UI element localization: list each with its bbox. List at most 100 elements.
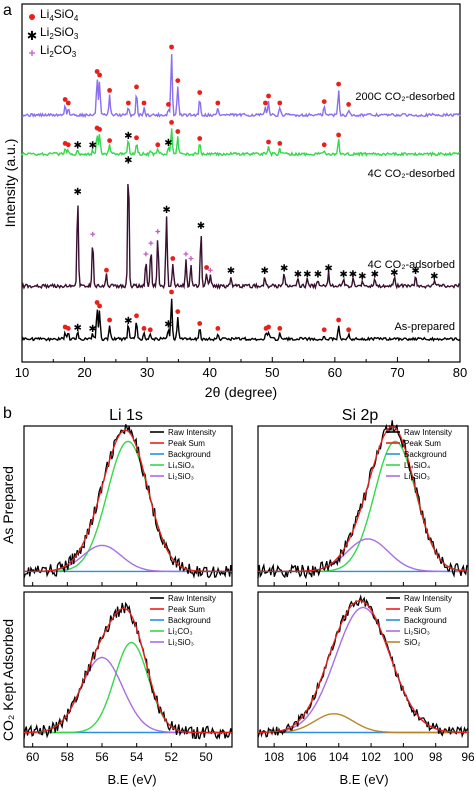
li4sio4-marker	[166, 102, 171, 107]
xps-component	[24, 440, 232, 573]
trace-label-4c-adsorbed: 4C CO₂-adsorbed	[368, 259, 455, 271]
li2sio3-marker: ✱	[390, 268, 398, 279]
xtick-label: 20	[77, 365, 91, 380]
li4sio4-marker	[266, 93, 271, 99]
li2sio3-marker: ✱	[324, 263, 332, 274]
li2sio3-marker: ✱	[197, 221, 205, 232]
xps-component	[24, 656, 232, 734]
panel-a-xlabel: 2θ (degree)	[205, 384, 277, 400]
trace-label-as-prepared: As-prepared	[394, 321, 455, 333]
xtick-label: 70	[390, 365, 404, 380]
xtick-label: 30	[140, 365, 154, 380]
li4sio4-marker	[141, 100, 147, 106]
li4sio4-marker	[29, 14, 35, 20]
xps-legend-label: Li₄SiO₄	[168, 461, 194, 470]
li4sio4-marker	[266, 139, 271, 145]
xps-raw-intensity	[23, 601, 233, 740]
panel-a-ylabel: Intensity (a.u.)	[2, 139, 18, 228]
xtick-label: 50	[265, 365, 279, 380]
xps-si2p-co2-adsorbed: 108 106 104 102 100 98 96 Raw Intensity Peak Sum…	[257, 591, 474, 764]
li2sio3-marker: ✱	[358, 271, 366, 282]
xps-legend-label: Li₄SiO₄	[404, 461, 430, 470]
li4sio4-marker	[65, 326, 71, 331]
xps-tick-label: 60	[26, 750, 40, 764]
xps-tick-label: 104	[329, 750, 349, 764]
xps-tick-label: 54	[130, 750, 144, 764]
legend-text-part: Li	[40, 25, 49, 39]
li4sio4-marker	[277, 326, 283, 331]
xps-tick-label: 58	[61, 750, 75, 764]
li4sio4-marker	[321, 142, 327, 148]
li4sio4-marker	[197, 136, 203, 141]
legend-label: Li4SiO4	[40, 7, 79, 23]
panel-b-label: b	[3, 405, 12, 422]
li2sio3-marker: ✱	[411, 266, 419, 277]
xps-legend-label: Background	[168, 616, 211, 625]
xps-tick-label: 98	[429, 750, 443, 764]
xps-legend-label: Raw Intensity	[404, 594, 452, 603]
xps-tick-label: 100	[393, 750, 413, 764]
xps-component	[258, 713, 468, 734]
col-title-si2p: Si 2p	[342, 407, 379, 424]
li4sio4-marker	[346, 102, 352, 107]
li4sio4-marker	[65, 142, 71, 148]
xps-legend-label: Raw Intensity	[404, 428, 452, 437]
li2sio3-marker: ✱	[124, 155, 132, 166]
li2sio3-marker: ✱	[227, 266, 235, 277]
li4sio4-marker	[277, 100, 283, 106]
li4sio4-marker	[94, 300, 100, 305]
panel-a-label: a	[3, 2, 12, 19]
xrd-trace	[21, 298, 461, 342]
li2sio3-marker: ✱	[294, 270, 302, 281]
li2sio3-marker: ✱	[303, 270, 311, 281]
xps-si2p-as-prepared: Raw Intensity Peak Sum Background Li₄SiO₄ Li…	[257, 420, 469, 587]
xrd-trace	[21, 183, 461, 290]
li4sio4-marker	[94, 69, 100, 74]
li4sio4-marker	[170, 256, 176, 261]
li4sio4-marker	[107, 138, 112, 144]
li4sio4-marker	[169, 120, 174, 125]
li4sio4-marker	[97, 303, 102, 309]
li4sio4-marker	[321, 99, 327, 104]
legend-text-part: 4	[49, 14, 54, 23]
xps-legend-label: SiO₂	[404, 638, 420, 647]
li4sio4-marker	[169, 289, 174, 295]
li4sio4-marker	[169, 44, 174, 50]
xtick-label: 40	[202, 365, 216, 380]
xps-tick-label: 108	[264, 750, 284, 764]
legend-text-part: 2	[49, 50, 54, 59]
legend-text-part: SiO	[54, 25, 74, 39]
li4sio4-marker	[147, 327, 153, 333]
li2sio3-marker: ✱	[73, 141, 81, 152]
li2sio3-marker: ✱	[261, 266, 269, 277]
legend-text-part: 3	[72, 50, 77, 59]
li4sio4-marker	[175, 129, 181, 134]
xps-tick-label: 56	[95, 750, 109, 764]
li4sio4-marker	[65, 100, 71, 106]
li4sio4-marker	[215, 326, 221, 331]
li2sio3-marker: ✱	[164, 138, 172, 149]
li4sio4-marker	[197, 321, 203, 326]
legend-label: Li2SiO3	[40, 25, 79, 41]
li4sio4-marker	[321, 327, 327, 333]
li4sio4-marker	[175, 309, 181, 314]
xps-legend-label: Peak Sum	[404, 605, 441, 614]
xps-legend-label: Background	[404, 616, 447, 625]
xps-axes	[257, 591, 469, 748]
li2sio3-marker: ✱	[124, 316, 132, 327]
xps-peak-sum	[24, 607, 232, 734]
legend-text-part: CO	[54, 43, 72, 57]
xps-tick-label: 102	[361, 750, 381, 764]
li2sio3-marker: ✱	[280, 263, 288, 274]
li4sio4-marker	[107, 88, 112, 93]
xps-legend-label: Raw Intensity	[168, 594, 216, 603]
panel-a-markers: ✱ ✱✱✱✱✱✱✱✱ ✱ ✱✱ ✱ ✱✱✱ ✱ ✱ ✱ ✱ ✱ ✱✱ ✱✱ ✱	[62, 44, 439, 335]
legend-text-part: SiO	[54, 7, 74, 21]
xps-peak-sum	[258, 426, 468, 573]
xtick-label: 80	[453, 365, 467, 380]
li4sio4-marker	[336, 317, 342, 323]
xrd-trace	[21, 54, 461, 118]
xps-li1s-as-prepared: Raw Intensity Peak Sum Background Li₄SiO₄ Li…	[23, 424, 233, 587]
li2sio3-marker: ✱	[349, 270, 357, 281]
